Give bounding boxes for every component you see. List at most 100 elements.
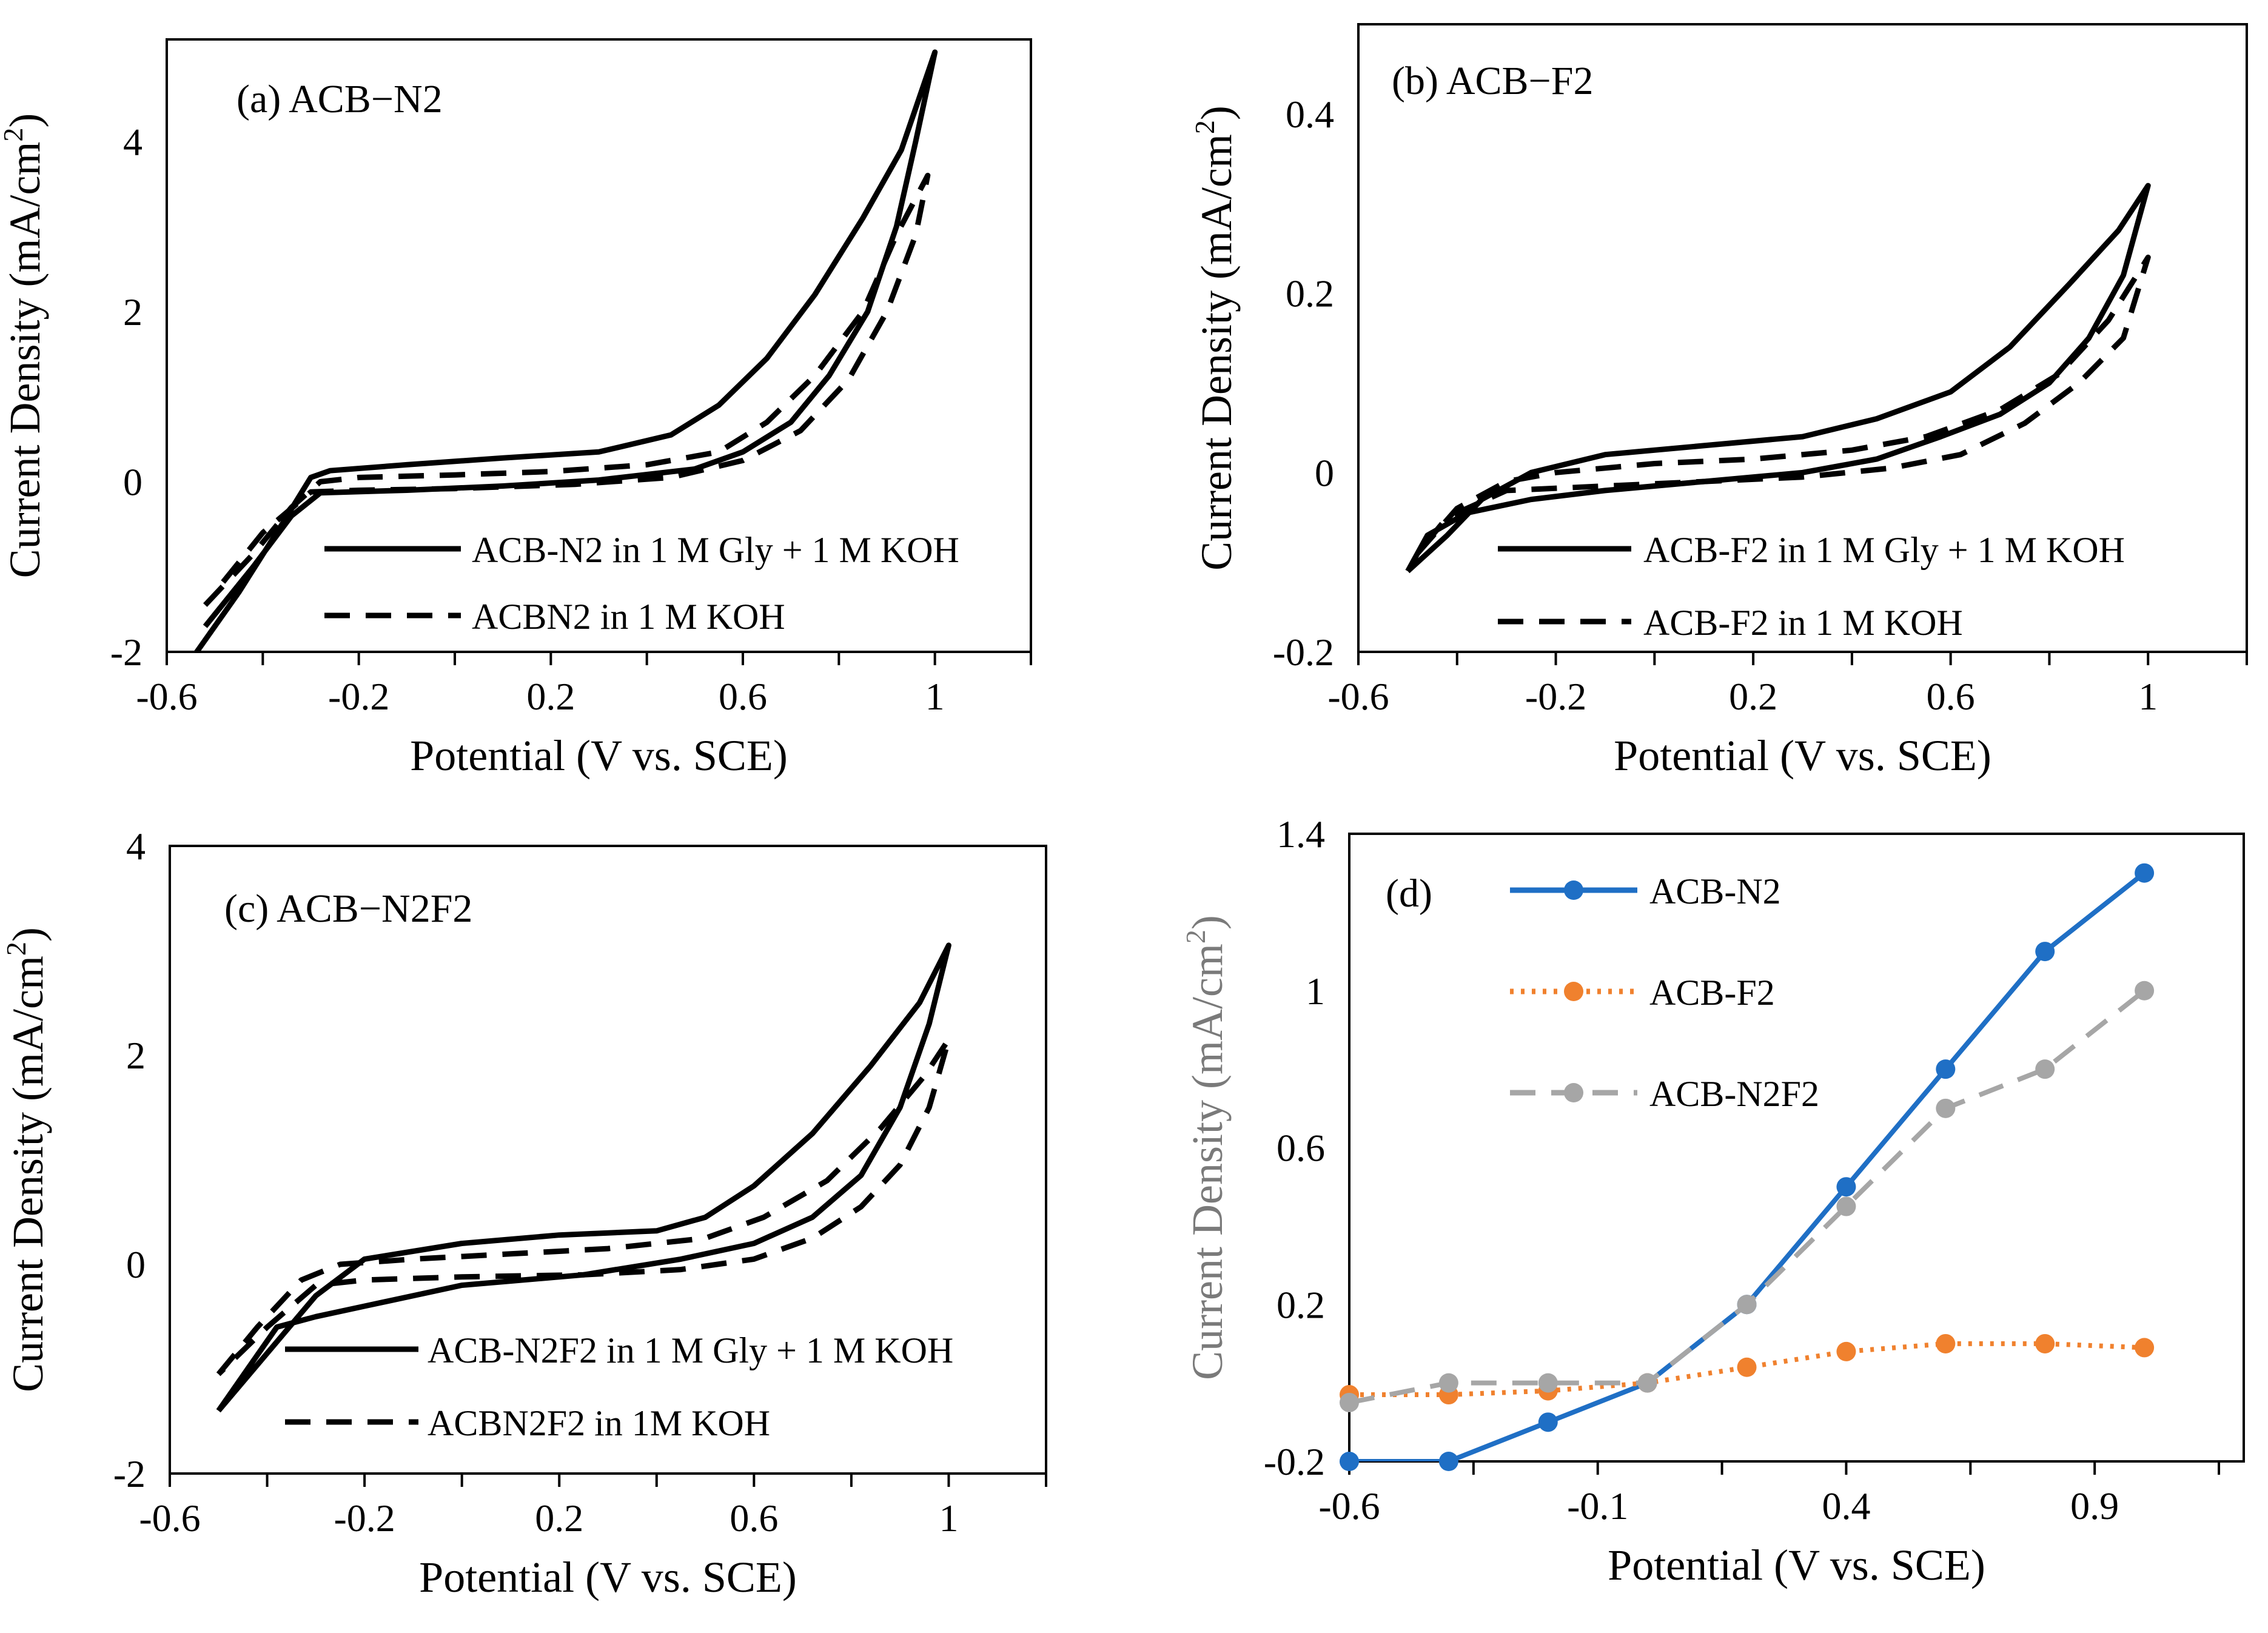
data-point: [1538, 1412, 1558, 1432]
y-axis-label-main: Current Density (mA/cm: [1, 142, 49, 578]
series-line-3: [1349, 988, 2146, 1405]
x-tick-label: -0.6: [1318, 1484, 1380, 1527]
x-tick-label: -0.6: [1327, 675, 1389, 718]
chart-panel-d: -0.6 -0.1 0.4 0.9 -0.2 0.2 0.6 1 1.4 Potential (V…: [1180, 813, 2245, 1589]
x-tick-label: -0.6: [139, 1497, 200, 1540]
y-tick-label: 0.6: [1277, 1127, 1325, 1170]
x-tick-label: -0.2: [1525, 675, 1586, 718]
x-tick-label: 0.6: [730, 1497, 778, 1540]
data-point: [1936, 1098, 1956, 1118]
y-axis-label-close: ): [4, 927, 52, 942]
y-axis-label: Current Density (mA/cm2): [1180, 915, 1232, 1380]
y-tick-label: 0: [123, 460, 143, 503]
y-tick-label: 4: [123, 120, 143, 163]
x-tick-label: 0.2: [526, 675, 575, 718]
x-tick-label: 0.2: [1729, 675, 1777, 718]
y-tick-label: 2: [126, 1034, 146, 1077]
data-point: [2035, 942, 2055, 962]
plot-frame: [169, 845, 1047, 1475]
y-axis-label-superscript: 2: [0, 128, 29, 142]
chart-panel-a: -0.6 -0.2 0.2 0.6 1 -2 0 2 4 Potential (V vs. SCE…: [0, 38, 1032, 780]
x-axis-label: Potential (V vs. SCE): [1608, 1541, 1985, 1589]
plot-frame: [1357, 23, 2248, 653]
x-tick-label: -0.6: [136, 675, 197, 718]
data-point: [1538, 1373, 1558, 1393]
legend-label: ACBN2F2 in 1M KOH: [428, 1403, 770, 1443]
legend-marker: [1564, 982, 1583, 1001]
y-axis-label-superscript: 2: [1180, 930, 1211, 944]
y-axis-label-main: Current Density (mA/cm: [4, 956, 52, 1392]
data-point: [1637, 1373, 1657, 1393]
series-line-1: [1405, 183, 2151, 574]
legend-label: ACBN2 in 1 M KOH: [472, 597, 785, 637]
y-tick-label: -2: [110, 631, 143, 674]
data-point: [1340, 1452, 1359, 1471]
x-axis-label: Potential (V vs. SCE): [1614, 731, 1991, 780]
x-tick-label: 0.9: [2070, 1484, 2119, 1527]
data-point: [1438, 1452, 1458, 1471]
data-point: [2135, 1338, 2155, 1358]
y-axis-label: Current Density (mA/cm2): [0, 113, 49, 578]
x-tick-label: -0.1: [1567, 1484, 1628, 1527]
x-tick-label: 1: [925, 675, 945, 718]
data-point: [2135, 863, 2155, 883]
x-tick-label: 0.4: [1822, 1484, 1870, 1527]
legend-label: ACB-F2: [1649, 973, 1775, 1013]
y-tick-label: 1.4: [1277, 813, 1325, 856]
legend-label: ACB-N2F2: [1649, 1074, 1819, 1114]
x-tick-label: -0.2: [328, 675, 389, 718]
data-point: [2135, 981, 2155, 1001]
data-point: [1836, 1177, 1856, 1197]
plot-frame: [1348, 833, 2245, 1463]
y-tick-label: 1: [1306, 970, 1325, 1013]
series-line-2: [1415, 254, 2151, 555]
data-point: [1340, 1392, 1359, 1412]
y-axis-label-close: ): [1192, 106, 1241, 120]
legend-label: ACB-N2 in 1 M Gly + 1 M KOH: [472, 530, 959, 570]
data-point: [1737, 1295, 1757, 1315]
legend-label: ACB-F2 in 1 M Gly + 1 M KOH: [1643, 530, 2125, 570]
chart-panel-c: -0.6 -0.2 0.2 0.6 1 -2 0 2 4 Potential (V vs. SCE…: [1, 825, 1047, 1601]
x-tick-label: 0.6: [1927, 675, 1975, 718]
plot-frame: [166, 38, 1032, 653]
panel-title: (c) ACB−N2F2: [224, 887, 472, 931]
x-axis-label: Potential (V vs. SCE): [419, 1553, 797, 1601]
legend-label: ACB-N2: [1649, 871, 1781, 911]
y-tick-label: 0.4: [1286, 93, 1334, 136]
x-tick-label: 1: [939, 1497, 958, 1540]
panel-title: (b) ACB−F2: [1392, 59, 1593, 103]
y-tick-label: 2: [123, 290, 143, 334]
data-point: [1936, 1333, 1956, 1353]
panel-title: (d): [1386, 871, 1432, 916]
x-axis-label: Potential (V vs. SCE): [410, 731, 788, 780]
legend-label: ACB-N2F2 in 1 M Gly + 1 M KOH: [428, 1330, 953, 1370]
series-line-1: [216, 942, 951, 1413]
x-tick-label: 0.6: [719, 675, 767, 718]
data-point: [1836, 1196, 1856, 1216]
y-tick-label: 0: [126, 1243, 146, 1286]
legend-marker: [1564, 1083, 1583, 1102]
legend-label: ACB-F2 in 1 M KOH: [1643, 603, 1963, 643]
x-tick-label: 0.2: [535, 1497, 583, 1540]
data-point: [1836, 1341, 1856, 1361]
series-line-2: [216, 1036, 951, 1376]
series-line-1: [193, 49, 938, 652]
y-tick-label: 0.2: [1286, 272, 1334, 315]
y-axis-label: Current Density (mA/cm2): [1189, 106, 1241, 571]
data-point: [1438, 1373, 1458, 1393]
panel-title: (a) ACB−N2: [237, 77, 443, 121]
y-tick-label: -2: [113, 1452, 146, 1495]
data-point: [1737, 1357, 1757, 1377]
y-axis-label-superscript: 2: [1, 942, 32, 956]
y-tick-label: 0.2: [1277, 1283, 1325, 1326]
y-axis-label-main: Current Density (mA/cm: [1192, 134, 1241, 571]
data-point: [2035, 1333, 2055, 1353]
series-line-2: [203, 172, 931, 607]
series-line-2: [1349, 1341, 2145, 1397]
data-point: [1936, 1059, 1956, 1079]
x-tick-label: 1: [2138, 675, 2158, 718]
y-axis-label-close: ): [1, 113, 49, 128]
y-tick-label: 0: [1315, 451, 1334, 494]
